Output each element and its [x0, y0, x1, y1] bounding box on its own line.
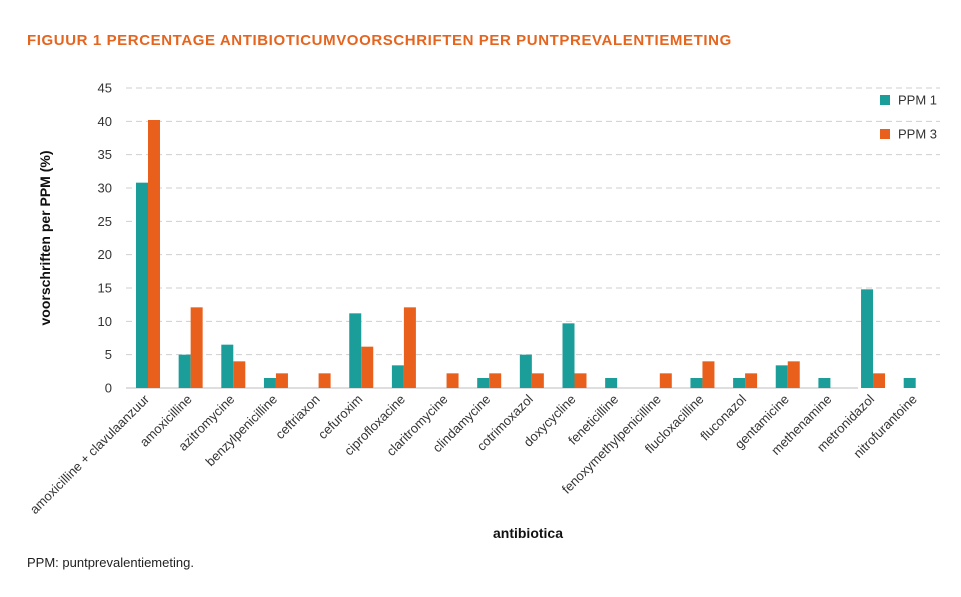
y-tick-label: 15 — [98, 281, 112, 296]
y-tick-label: 30 — [98, 181, 112, 196]
bar-ppm1 — [861, 289, 874, 388]
bar-ppm3 — [702, 361, 715, 388]
y-tick-label: 10 — [98, 314, 112, 329]
bar-ppm3 — [873, 373, 886, 388]
bar-ppm3 — [446, 373, 459, 388]
legend-swatch — [880, 95, 890, 105]
y-tick-label: 5 — [105, 347, 112, 362]
legend-label: PPM 1 — [898, 93, 937, 108]
x-category-label: amoxicilline + clavulaanzuur — [27, 391, 153, 517]
bar-ppm3 — [489, 373, 502, 388]
bar-ppm3 — [318, 373, 331, 388]
x-category-label: ceftriaxon — [272, 392, 322, 442]
footnote: PPM: puntprevalentiemeting. — [27, 555, 194, 570]
bar-ppm1 — [477, 378, 490, 388]
bar-ppm3 — [361, 346, 374, 388]
figure-title: FIGUUR 1 PERCENTAGE ANTIBIOTICUMVOORSCHR… — [27, 32, 732, 49]
x-axis-title: antibiotica — [493, 525, 563, 541]
bar-ppm1 — [733, 378, 746, 388]
bar-ppm1 — [221, 344, 234, 388]
bar-ppm3 — [574, 373, 587, 388]
bar-ppm3 — [190, 307, 203, 388]
bar-ppm3 — [403, 307, 416, 388]
bar-ppm1 — [519, 354, 532, 388]
y-tick-label: 20 — [98, 247, 112, 262]
legend-swatch — [880, 129, 890, 139]
bar-ppm3 — [787, 361, 800, 388]
bar-ppm3 — [233, 361, 246, 388]
bar-ppm1 — [136, 182, 148, 388]
bar-ppm1 — [349, 313, 362, 388]
y-tick-label: 25 — [98, 214, 112, 229]
y-axis-title: voorschriften per PPM (%) — [37, 150, 53, 325]
bar-ppm1 — [391, 365, 404, 388]
bar-ppm1 — [605, 378, 618, 388]
y-tick-label: 45 — [98, 81, 112, 96]
bar-ppm1 — [818, 378, 831, 388]
bar-ppm3 — [148, 120, 160, 388]
bar-ppm3 — [745, 373, 758, 388]
bar-ppm1 — [263, 378, 276, 388]
bar-ppm3 — [659, 373, 672, 388]
legend-label: PPM 3 — [898, 127, 937, 142]
bar-ppm1 — [903, 378, 916, 388]
bar-ppm3 — [531, 373, 544, 388]
bar-ppm1 — [562, 323, 575, 388]
bar-ppm3 — [275, 373, 288, 388]
y-tick-label: 40 — [98, 114, 112, 129]
bar-ppm1 — [775, 365, 788, 388]
y-tick-label: 0 — [105, 381, 112, 396]
y-tick-label: 35 — [98, 147, 112, 162]
bar-ppm1 — [178, 354, 191, 388]
bar-ppm1 — [690, 378, 703, 388]
